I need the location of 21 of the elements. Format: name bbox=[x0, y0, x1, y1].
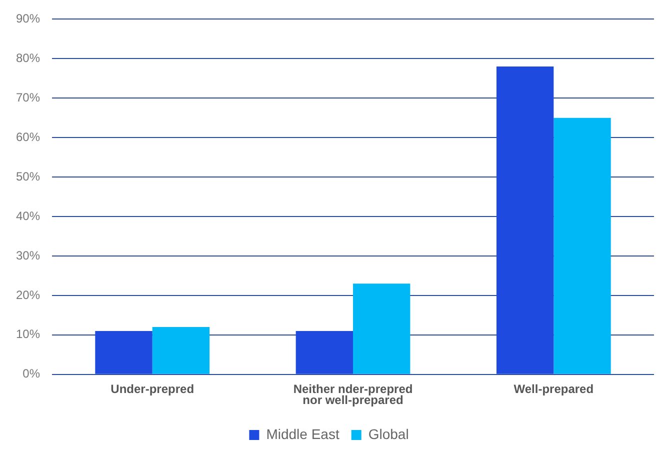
y-tick-label: 40% bbox=[16, 208, 40, 223]
y-tick-label: 60% bbox=[16, 130, 40, 144]
bar bbox=[296, 330, 354, 374]
y-tick-label: 20% bbox=[16, 288, 40, 302]
bar bbox=[554, 118, 611, 374]
y-tick-label: 10% bbox=[16, 327, 40, 342]
x-tick-label: Well-prepared bbox=[514, 382, 594, 396]
legend-label: Middle East bbox=[266, 426, 340, 442]
y-tick-label: 80% bbox=[16, 50, 40, 65]
x-tick-label: Neither nder-prepred nor well-prepared bbox=[293, 382, 413, 407]
y-tick-label: 70% bbox=[16, 90, 40, 104]
bar bbox=[353, 284, 410, 374]
y-tick-label: 50% bbox=[16, 169, 40, 184]
y-tick-label: 30% bbox=[16, 248, 40, 262]
y-tick-label: 90% bbox=[16, 12, 40, 26]
x-tick-label: Under-prepred bbox=[110, 382, 194, 396]
y-tick-label: 0% bbox=[22, 366, 40, 381]
bar bbox=[496, 66, 554, 374]
legend-label: Global bbox=[368, 426, 409, 442]
bar bbox=[95, 330, 152, 374]
bar bbox=[152, 327, 210, 374]
